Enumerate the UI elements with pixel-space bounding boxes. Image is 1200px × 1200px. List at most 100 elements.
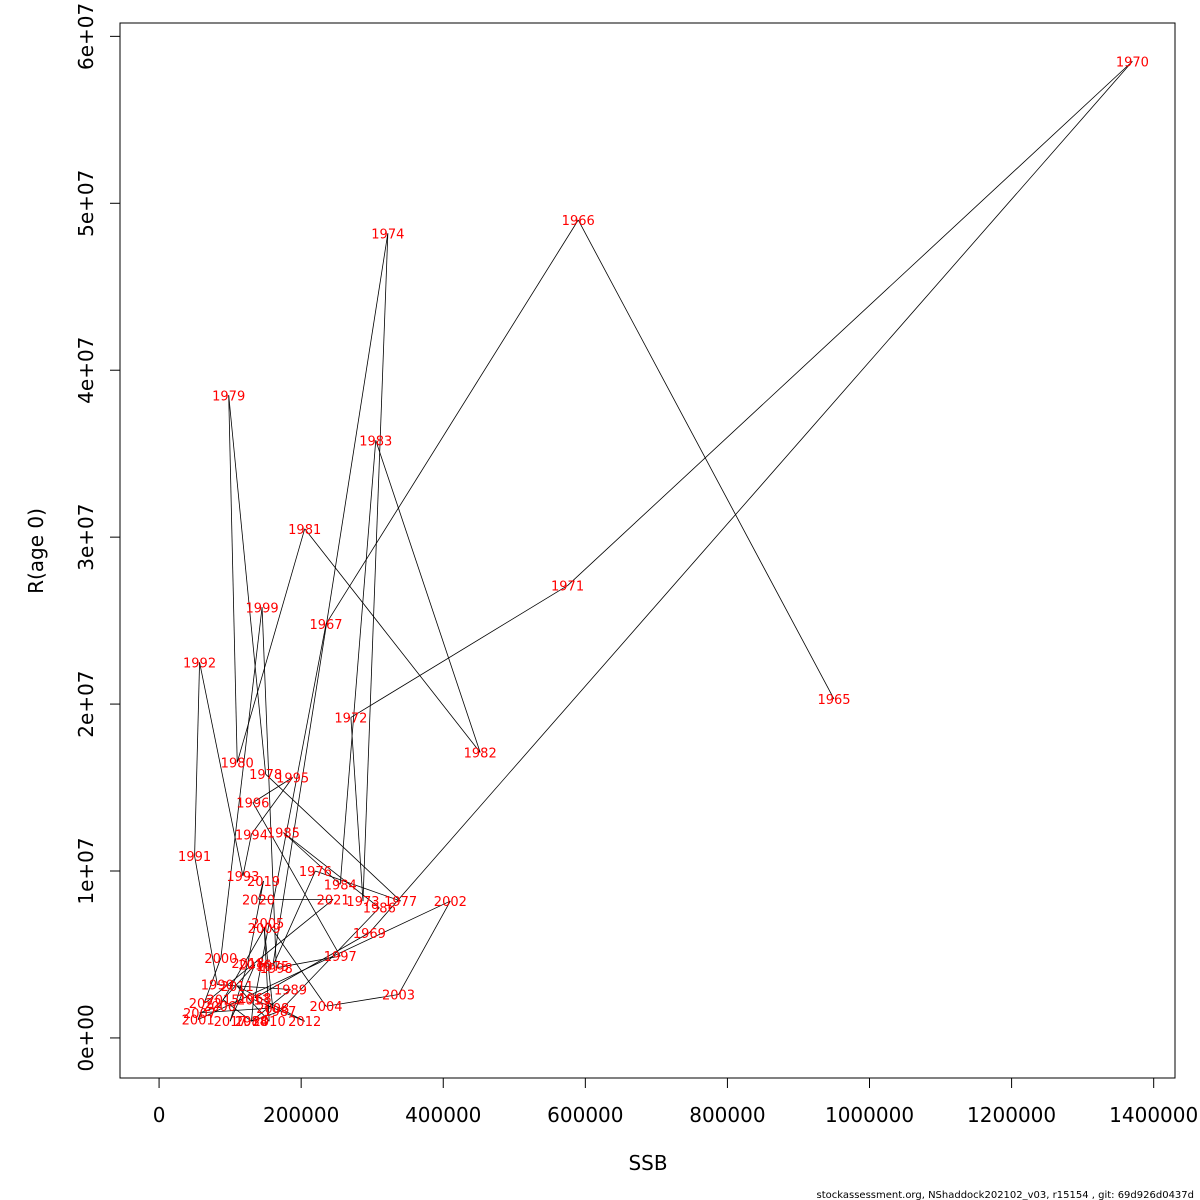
point-label-1978: 1978 [249, 768, 282, 783]
series-segment [199, 1007, 273, 1014]
series-segment [197, 957, 222, 1020]
series-segment [199, 662, 244, 877]
series-segment [315, 870, 401, 902]
x-tick-label: 200000 [263, 1103, 339, 1127]
point-label-2011: 2011 [221, 980, 254, 995]
series-segment [267, 922, 327, 1007]
series-segment [228, 395, 267, 775]
y-axis-title: R(age 0) [24, 508, 48, 594]
series-segment [304, 528, 481, 753]
point-label-1989: 1989 [274, 984, 307, 999]
x-tick-label: 1400000 [1109, 1103, 1198, 1127]
x-tick-label: 600000 [547, 1103, 623, 1127]
series-segment [258, 880, 264, 900]
point-label-1988: 1988 [235, 1015, 268, 1030]
point-label-1994: 1994 [235, 828, 268, 843]
series-segment [398, 900, 451, 995]
series-segment [577, 219, 835, 700]
x-tick-label: 800000 [689, 1103, 765, 1127]
point-label-2005: 2005 [251, 917, 284, 932]
series-segment [265, 773, 401, 902]
point-label-1980: 1980 [221, 757, 254, 772]
point-label-1998: 1998 [260, 962, 293, 977]
y-axis: 0e+00 1e+07 2e+07 3e+07 4e+07 5e+07 6e+07 [74, 3, 121, 1072]
point-label-1987: 1987 [263, 1005, 296, 1020]
point-label-2018: 2018 [231, 957, 264, 972]
series-segment [283, 832, 380, 909]
point-label-1975: 1975 [256, 960, 289, 975]
point-label-2000: 2000 [204, 952, 237, 967]
y-tick-label: 3e+07 [74, 504, 98, 571]
series-segment [350, 717, 364, 902]
y-tick-label: 5e+07 [74, 170, 98, 237]
series-segment [252, 802, 341, 957]
x-tick-label: 0 [153, 1103, 166, 1127]
point-label-1997: 1997 [324, 950, 357, 965]
series-segment [279, 907, 380, 1012]
series-segment [237, 985, 305, 1022]
point-label-1979: 1979 [212, 389, 245, 404]
point-label-2014: 2014 [235, 1015, 268, 1030]
y-tick-label: 6e+07 [74, 3, 98, 70]
point-label-2008: 2008 [256, 1002, 289, 1017]
point-label-1981: 1981 [288, 523, 321, 538]
footer-note: stockassessment.org, NShaddock202102_v03… [817, 1190, 1195, 1200]
series-segment [219, 922, 269, 1007]
series-segment [229, 962, 249, 1022]
point-label-2009: 2009 [248, 922, 281, 937]
series-segment [362, 233, 389, 902]
point-label-2020: 2020 [242, 893, 275, 908]
data-series [194, 61, 1133, 1022]
point-labels: 1965 1966 1967 1968 1969 1970 1971 1972 1973 1974… [178, 55, 1149, 1030]
y-tick-label: 2e+07 [74, 670, 98, 737]
point-label-1967: 1967 [309, 618, 342, 633]
series-segment [252, 777, 293, 803]
point-label-1992: 1992 [183, 656, 216, 671]
series-segment [339, 440, 377, 885]
point-label-2022: 2022 [189, 997, 222, 1012]
point-label-2002: 2002 [434, 895, 467, 910]
x-tick-label: 400000 [405, 1103, 481, 1127]
point-label-2013: 2013 [237, 994, 270, 1009]
series-segment [251, 999, 254, 1022]
series-segment [253, 999, 305, 1022]
series-segment [350, 585, 568, 718]
series-segment [222, 999, 252, 1022]
x-tick-label: 1000000 [825, 1103, 914, 1127]
point-label-2006: 2006 [203, 1000, 236, 1015]
point-label-2010: 2010 [253, 1015, 286, 1030]
series-segment [228, 395, 238, 763]
series-segment [251, 1010, 280, 1022]
y-tick-label: 1e+07 [74, 837, 98, 904]
point-label-1973: 1973 [346, 895, 379, 910]
point-label-1984: 1984 [324, 878, 357, 893]
series-segment [325, 219, 579, 625]
point-label-1970: 1970 [1116, 55, 1149, 70]
point-label-2001: 2001 [182, 1014, 215, 1029]
point-label-2015: 2015 [206, 994, 239, 1009]
point-label-2003: 2003 [382, 989, 415, 1004]
series-segment [283, 832, 341, 885]
series-segment [272, 233, 389, 967]
point-label-1986: 1986 [363, 902, 396, 917]
point-label-1996: 1996 [236, 797, 269, 812]
point-label-1971: 1971 [551, 580, 584, 595]
series-segment [254, 932, 370, 999]
series-segment [222, 964, 256, 1000]
point-label-1976: 1976 [299, 865, 332, 880]
series-segment [251, 989, 291, 1022]
point-label-1974: 1974 [371, 227, 404, 242]
point-label-1965: 1965 [817, 693, 850, 708]
point-label-2004: 2004 [309, 1000, 342, 1015]
series-segment [272, 870, 316, 967]
y-tick-label: 0e+00 [74, 1004, 98, 1071]
point-label-1972: 1972 [334, 711, 367, 726]
point-label-2019: 2019 [247, 875, 280, 890]
point-label-1982: 1982 [464, 746, 497, 761]
series-segment [197, 900, 451, 1020]
series-segment [194, 855, 218, 985]
point-label-2021: 2021 [317, 893, 350, 908]
series-segment [217, 984, 291, 990]
series-segment [205, 899, 334, 1004]
